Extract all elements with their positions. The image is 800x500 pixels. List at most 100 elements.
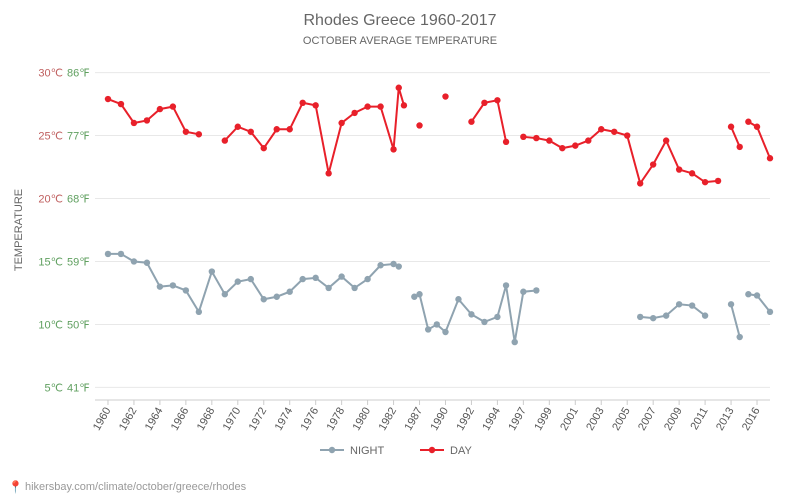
night-marker (533, 287, 539, 293)
legend-marker-night (329, 447, 335, 453)
x-tick-label: 1976 (299, 406, 322, 433)
x-tick-label: 1997 (506, 406, 529, 433)
x-tick-label: 1978 (325, 406, 348, 433)
night-marker (512, 339, 518, 345)
y-tick-fahrenheit: 59℉ (67, 256, 90, 268)
day-marker (170, 103, 176, 109)
chart-title: Rhodes Greece 1960-2017 (303, 12, 496, 29)
night-marker (299, 276, 305, 282)
x-tick-label: 1980 (351, 406, 374, 433)
legend-marker-day (429, 447, 435, 453)
day-marker (364, 103, 370, 109)
day-marker (299, 100, 305, 106)
night-line (640, 304, 705, 318)
night-marker (745, 291, 751, 297)
night-marker (737, 334, 743, 340)
day-marker (390, 146, 396, 152)
night-marker (728, 301, 734, 307)
y-tick-celsius: 15℃ (38, 256, 63, 268)
night-marker (235, 278, 241, 284)
day-marker (377, 103, 383, 109)
day-marker (715, 178, 721, 184)
night-marker (754, 292, 760, 298)
day-marker (481, 100, 487, 106)
night-marker (663, 312, 669, 318)
y-tick-celsius: 20℃ (38, 194, 63, 206)
source-footer: 📍 hikersbay.com/climate/october/greece/r… (8, 480, 246, 494)
night-marker (338, 273, 344, 279)
night-marker (287, 289, 293, 295)
day-marker (546, 137, 552, 143)
x-tick-label: 2011 (688, 406, 710, 432)
day-marker (754, 124, 760, 130)
night-marker (676, 301, 682, 307)
day-line (523, 129, 718, 183)
day-marker (745, 119, 751, 125)
night-marker (767, 309, 773, 315)
x-tick-label: 1990 (428, 406, 451, 433)
night-marker (144, 260, 150, 266)
day-marker (222, 137, 228, 143)
y-tick-fahrenheit: 50℉ (67, 319, 90, 331)
night-marker (209, 268, 215, 274)
day-marker (325, 170, 331, 176)
day-marker (131, 120, 137, 126)
day-line (731, 127, 740, 147)
x-tick-label: 1964 (143, 406, 166, 433)
x-tick-label: 1974 (273, 406, 296, 433)
x-tick-label: 1994 (480, 406, 503, 433)
night-line (108, 254, 399, 312)
x-tick-label: 2007 (636, 406, 659, 433)
day-marker (650, 161, 656, 167)
night-marker (274, 294, 280, 300)
y-tick-fahrenheit: 86℉ (67, 68, 90, 80)
night-marker (118, 251, 124, 257)
night-marker (650, 315, 656, 321)
night-marker (183, 287, 189, 293)
y-tick-celsius: 30℃ (38, 68, 63, 80)
day-marker (533, 135, 539, 141)
day-marker (261, 145, 267, 151)
night-marker (377, 262, 383, 268)
y-tick-fahrenheit: 77℉ (67, 131, 90, 143)
night-marker (325, 285, 331, 291)
x-tick-label: 2009 (662, 406, 685, 433)
day-marker (416, 122, 422, 128)
night-marker (131, 258, 137, 264)
day-marker (767, 155, 773, 161)
day-marker (702, 179, 708, 185)
night-marker (416, 291, 422, 297)
day-marker (118, 101, 124, 107)
night-marker (494, 314, 500, 320)
night-marker (364, 276, 370, 282)
x-tick-label: 1987 (402, 406, 425, 433)
night-marker (637, 314, 643, 320)
night-marker (702, 312, 708, 318)
night-marker (222, 291, 228, 297)
y-axis-label: TEMPERATURE (13, 189, 25, 271)
x-tick-label: 2016 (740, 406, 763, 433)
day-marker (559, 145, 565, 151)
x-tick-label: 1966 (169, 406, 192, 433)
day-marker (637, 180, 643, 186)
x-tick-label: 1960 (91, 406, 114, 433)
day-marker (396, 85, 402, 91)
day-marker (105, 96, 111, 102)
chart-subtitle: OCTOBER AVERAGE TEMPERATURE (303, 35, 497, 47)
day-marker (737, 144, 743, 150)
night-marker (105, 251, 111, 257)
day-marker (196, 131, 202, 137)
day-marker (248, 129, 254, 135)
day-marker (494, 97, 500, 103)
x-tick-label: 2001 (558, 406, 581, 433)
day-marker (689, 170, 695, 176)
x-tick-label: 1962 (117, 406, 140, 433)
temperature-chart: Rhodes Greece 1960-2017 OCTOBER AVERAGE T… (0, 0, 800, 500)
night-line (731, 304, 740, 337)
night-marker (351, 285, 357, 291)
day-marker (663, 137, 669, 143)
x-tick-label: 1992 (454, 406, 477, 433)
night-marker (481, 319, 487, 325)
day-marker (401, 102, 407, 108)
y-tick-fahrenheit: 68℉ (67, 194, 90, 206)
